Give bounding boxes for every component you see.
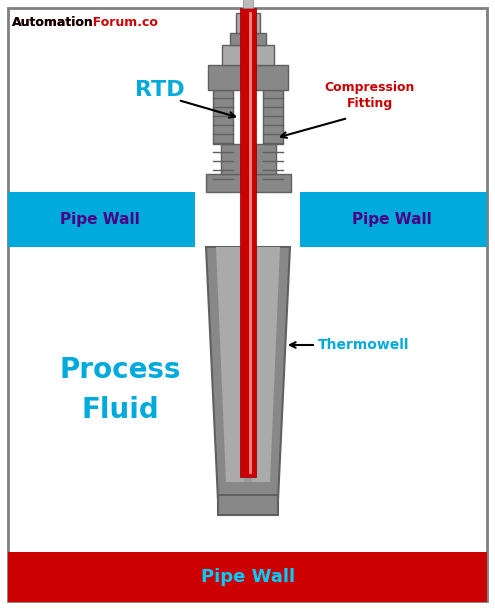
Bar bbox=[236, 13, 260, 33]
Polygon shape bbox=[206, 247, 290, 500]
Bar bbox=[243, 0, 253, 8]
Text: Process
Fluid: Process Fluid bbox=[59, 356, 181, 423]
Text: RTD: RTD bbox=[135, 80, 185, 100]
Text: Pipe Wall: Pipe Wall bbox=[352, 212, 432, 227]
Bar bbox=[230, 33, 266, 45]
Bar bbox=[213, 90, 233, 144]
Bar bbox=[205, 174, 291, 192]
Text: Pipe Wall: Pipe Wall bbox=[60, 212, 140, 227]
Polygon shape bbox=[242, 247, 254, 482]
Text: Compression
Fitting: Compression Fitting bbox=[325, 80, 415, 110]
Text: Pipe Wall: Pipe Wall bbox=[201, 568, 295, 586]
Bar bbox=[222, 45, 274, 65]
Bar bbox=[8, 192, 195, 247]
Text: Automation: Automation bbox=[12, 15, 94, 29]
Bar bbox=[218, 495, 278, 515]
Bar bbox=[220, 144, 276, 174]
Bar bbox=[240, 8, 256, 477]
Bar bbox=[263, 90, 283, 144]
Bar bbox=[208, 65, 288, 90]
Bar bbox=[8, 552, 487, 602]
Text: AutomationForum.co: AutomationForum.co bbox=[12, 15, 159, 29]
Bar bbox=[300, 192, 487, 247]
Text: Thermowell: Thermowell bbox=[318, 338, 409, 352]
Polygon shape bbox=[216, 247, 280, 482]
